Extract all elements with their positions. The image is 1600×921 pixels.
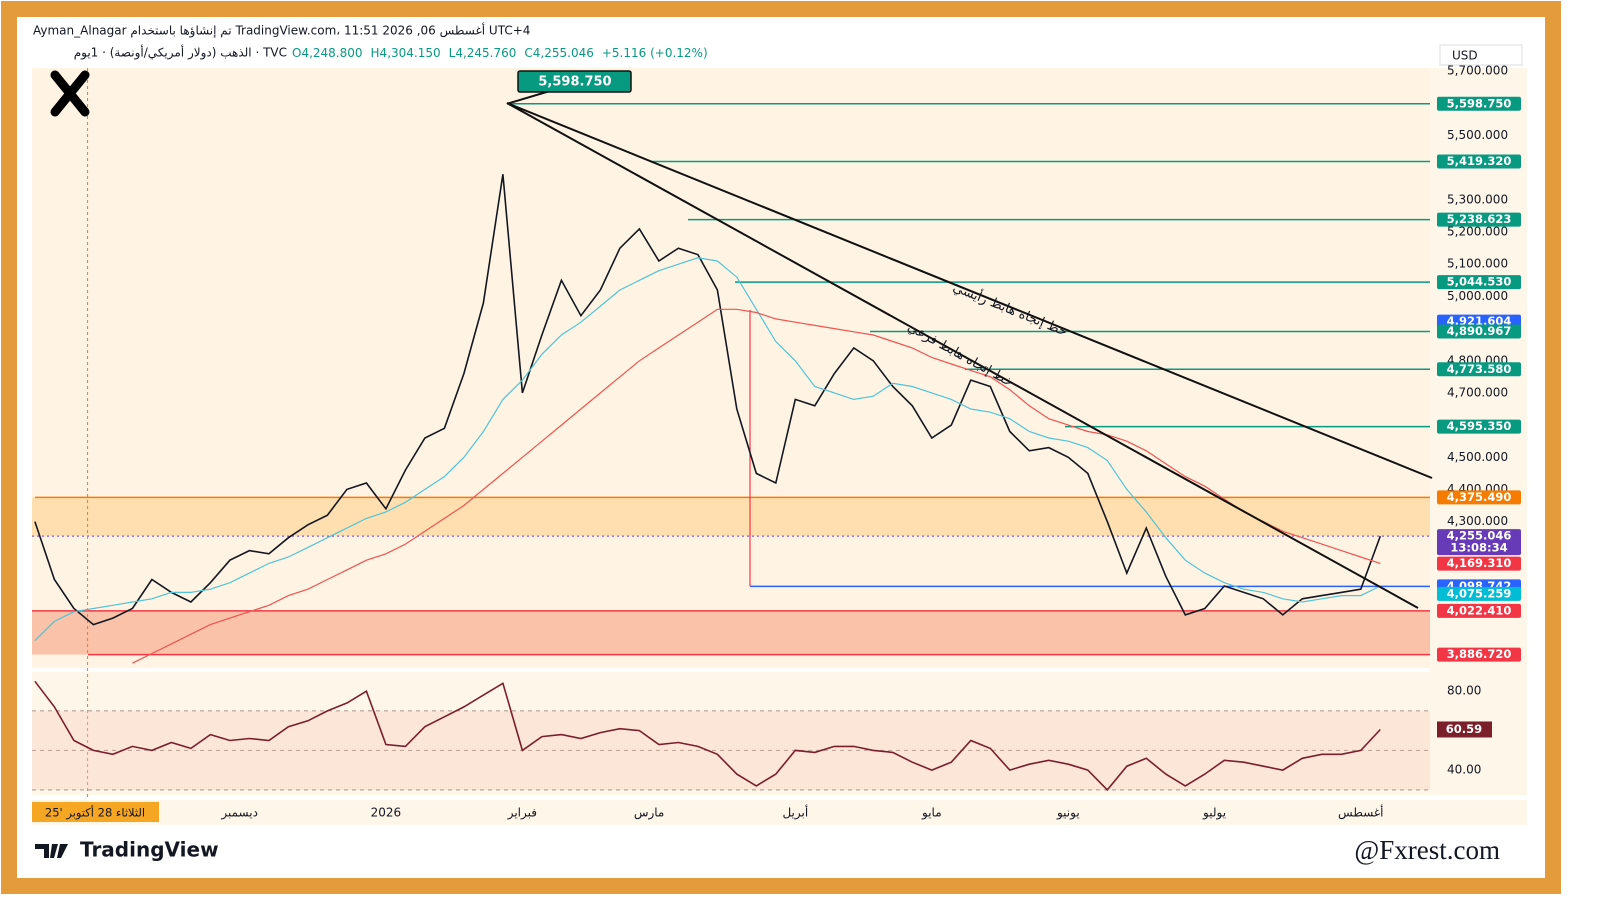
- price-panel: [32, 68, 1430, 668]
- level-tag: [1437, 490, 1521, 505]
- level-label: 5,419.320: [1447, 154, 1512, 168]
- level-tag: [1437, 529, 1521, 556]
- level-tag: [1437, 324, 1521, 339]
- frame: [1, 1, 1561, 894]
- level-label: 4,890.967: [1447, 324, 1512, 338]
- countdown: 13:08:34: [1450, 541, 1507, 555]
- level-label: 5,598.750: [1447, 96, 1512, 110]
- level-tag: [1437, 96, 1521, 111]
- level-label: 4,375.490: [1447, 490, 1512, 504]
- ohlc: O4,248.800 H4,304.150 L4,245.760 C4,255.046…: [292, 46, 708, 60]
- level-label: 4,595.350: [1447, 419, 1512, 433]
- rsi-fill: [32, 710, 1430, 790]
- x-tick-label: 2026: [371, 806, 402, 820]
- level-label: 4,169.310: [1447, 556, 1512, 570]
- zone: [32, 610, 1430, 655]
- crosshair-label: الثلاثاء 28 أكتوبر '25: [45, 805, 145, 821]
- series-line: [132, 308, 1381, 664]
- level-label: 4,255.046: [1447, 529, 1512, 543]
- level-label: 5,238.623: [1447, 212, 1512, 226]
- level-label: 3,886.720: [1447, 647, 1512, 661]
- level-tag: [1437, 362, 1521, 377]
- x-tick-label: يوليو: [1202, 806, 1226, 821]
- y-tick-label: 5,000.000: [1447, 289, 1508, 303]
- x-tick-label: ديسمبر: [220, 806, 258, 821]
- level-tag: [1437, 647, 1521, 662]
- crosshair-tag: [32, 802, 159, 822]
- currency: USD: [1452, 49, 1478, 63]
- currency-box: [1439, 44, 1523, 66]
- logo: [50, 70, 90, 117]
- symbol: الذهب (دولار أمريكي/أونصة) · 1يوم · TVC: [74, 45, 287, 61]
- x-tick-label: أبريل: [782, 805, 808, 821]
- trend-line-main: [506, 102, 1433, 479]
- y-tick-label: 40.00: [1447, 763, 1481, 777]
- series-line: [34, 257, 1381, 642]
- level-label: 4,773.580: [1447, 362, 1512, 376]
- time-axis: [32, 800, 1527, 825]
- value-tag: [1437, 721, 1492, 738]
- level-tag: [1437, 556, 1521, 571]
- y-tick-label: 5,100.000: [1447, 257, 1508, 271]
- x-tick-label: فبراير: [507, 806, 537, 821]
- level-tag: [1437, 212, 1521, 227]
- y-tick-label: 4,500.000: [1447, 450, 1508, 464]
- series-line: [34, 680, 1381, 792]
- level-tag: [1437, 154, 1521, 169]
- x-tick-label: أغسطس: [1338, 805, 1383, 821]
- ohlc-item: L4,245.760: [449, 46, 517, 60]
- value-label: 60.59: [1446, 722, 1482, 736]
- zone: [32, 497, 1430, 537]
- y-tick-label: 4,700.000: [1447, 385, 1508, 399]
- brand-text: TradingView: [80, 838, 219, 862]
- level-tag: [1437, 586, 1521, 601]
- y-tick-label: 5,300.000: [1447, 192, 1508, 206]
- level-tag: [1437, 419, 1521, 434]
- peak-box: [517, 70, 632, 93]
- x-tick-label: مارس: [634, 806, 665, 821]
- y-tick-label: 80.00: [1447, 684, 1481, 698]
- x-tick-label: مايو: [921, 806, 942, 821]
- trend-line-minor: [506, 102, 1419, 609]
- peak-label: 5,598.750: [538, 75, 611, 90]
- header-line: Ayman_Alnagar تم إنشاؤها باستخدام Tradin…: [33, 23, 530, 39]
- brand: [35, 844, 68, 858]
- credit: @Fxrest.com: [1354, 835, 1500, 865]
- y-tick-label: 5,700.000: [1447, 64, 1508, 78]
- y-tick-label: 4,300.000: [1447, 514, 1508, 528]
- level-tag: [1437, 275, 1521, 290]
- rsi-panel: [32, 672, 1430, 795]
- level-tag: [1437, 603, 1521, 618]
- y-tick-label: 5,500.000: [1447, 128, 1508, 142]
- series-line: [34, 174, 1382, 626]
- ohlc-item: +5.116 (+0.12%): [602, 46, 708, 60]
- ohlc-item: C4,255.046: [524, 46, 593, 60]
- level-label: 4,022.410: [1447, 603, 1512, 617]
- level-label: 4,075.259: [1447, 586, 1512, 600]
- level-label: 5,044.530: [1447, 275, 1512, 289]
- y-tick-label: 5,200.000: [1447, 225, 1508, 239]
- ohlc-item: O4,248.800: [292, 46, 363, 60]
- ohlc-item: H4,304.150: [371, 46, 441, 60]
- x-tick-label: يونيو: [1056, 806, 1080, 821]
